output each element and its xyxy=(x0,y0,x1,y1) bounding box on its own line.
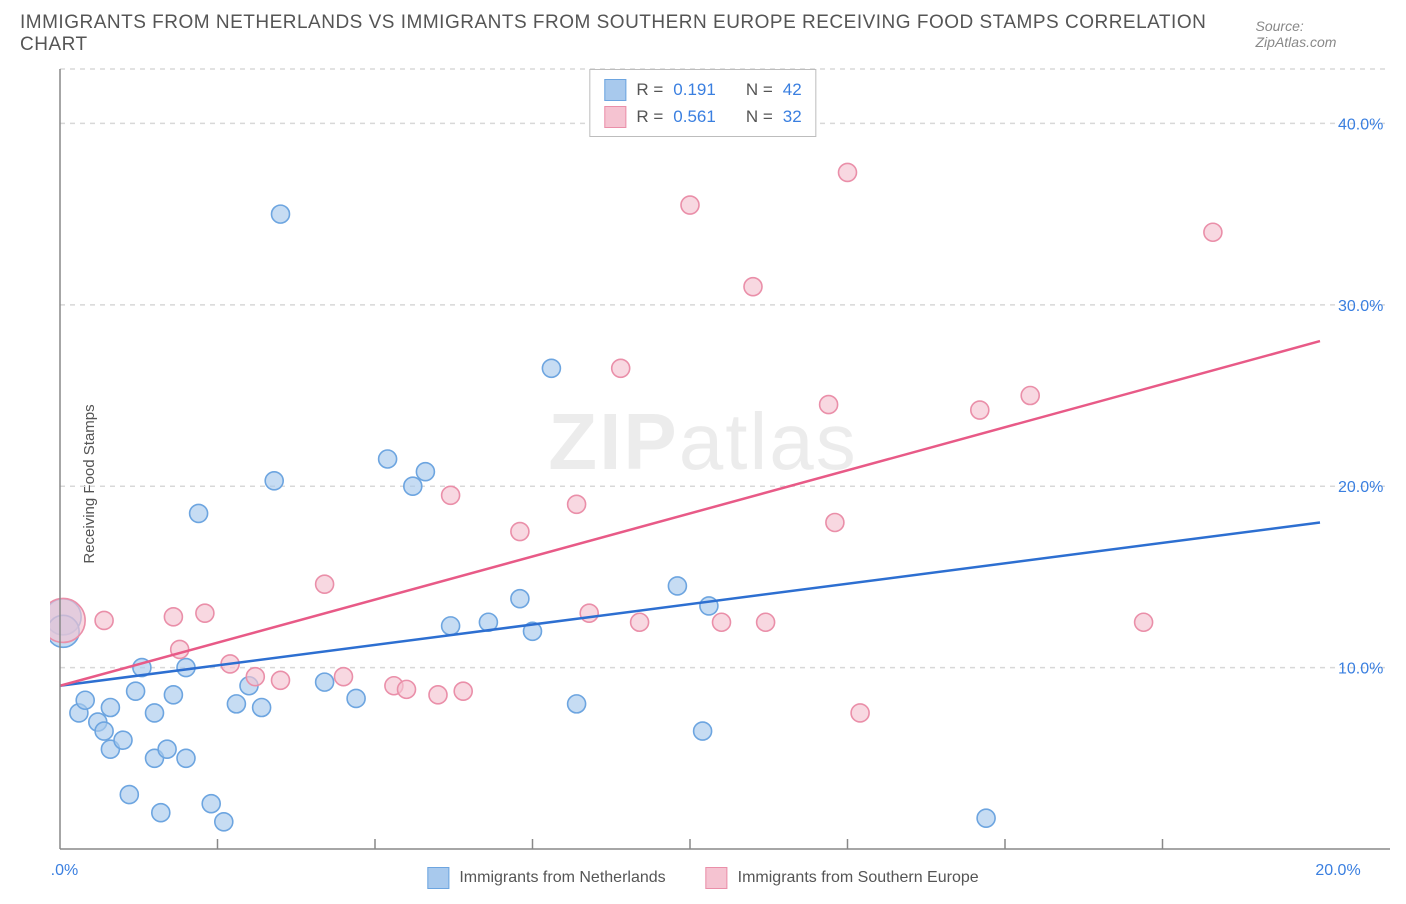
swatch-series1 xyxy=(604,79,626,101)
svg-text:30.0%: 30.0% xyxy=(1338,298,1383,315)
stats-row-series1: R = 0.191 N = 42 xyxy=(604,76,801,103)
n-label-2: N = xyxy=(746,103,773,130)
swatch-series2 xyxy=(604,106,626,128)
swatch-series2-bottom xyxy=(706,867,728,889)
r-value-2: 0.561 xyxy=(673,103,716,130)
swatch-series1-bottom xyxy=(427,867,449,889)
svg-text:40.0%: 40.0% xyxy=(1338,116,1383,133)
svg-text:0.0%: 0.0% xyxy=(50,862,78,879)
series-legend: Immigrants from Netherlands Immigrants f… xyxy=(427,867,978,889)
n-label-1: N = xyxy=(746,76,773,103)
n-value-2: 32 xyxy=(783,103,802,130)
legend-item-series1: Immigrants from Netherlands xyxy=(427,867,665,889)
r-value-1: 0.191 xyxy=(673,76,716,103)
legend-label-series2: Immigrants from Southern Europe xyxy=(738,869,979,887)
stats-row-series2: R = 0.561 N = 32 xyxy=(604,103,801,130)
svg-text:20.0%: 20.0% xyxy=(1315,862,1360,879)
n-value-1: 42 xyxy=(783,76,802,103)
chart-area: Receiving Food Stamps 10.0%20.0%30.0%40.… xyxy=(0,64,1406,904)
scatter-chart-svg: 10.0% 20.0% 30.0% 40.0% 0.0% 20.0% xyxy=(50,64,1390,904)
r-label-1: R = xyxy=(636,76,663,103)
r-label-2: R = xyxy=(636,103,663,130)
legend-label-series1: Immigrants from Netherlands xyxy=(459,869,665,887)
stats-legend-box: R = 0.191 N = 42 R = 0.561 N = 32 xyxy=(589,69,816,137)
legend-item-series2: Immigrants from Southern Europe xyxy=(706,867,979,889)
svg-text:10.0%: 10.0% xyxy=(1338,661,1383,678)
chart-title: IMMIGRANTS FROM NETHERLANDS VS IMMIGRANT… xyxy=(20,12,1256,56)
svg-text:20.0%: 20.0% xyxy=(1338,479,1383,496)
chart-source: Source: ZipAtlas.com xyxy=(1256,18,1387,50)
chart-header: IMMIGRANTS FROM NETHERLANDS VS IMMIGRANT… xyxy=(0,0,1406,64)
